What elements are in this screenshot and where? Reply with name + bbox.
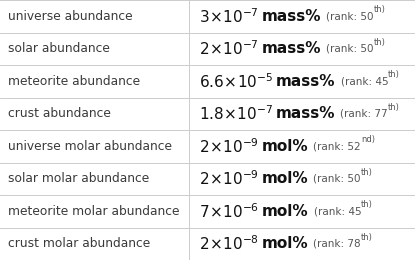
Text: (rank: 50: (rank: 50 [326,11,374,21]
Text: th): th) [374,38,386,47]
Text: mass%: mass% [262,41,321,56]
Text: universe molar abundance: universe molar abundance [8,140,172,153]
Text: $2\!\times\!10^{-9}$: $2\!\times\!10^{-9}$ [199,137,259,155]
Text: (rank: 45: (rank: 45 [341,76,388,86]
Text: (rank: 78: (rank: 78 [313,239,361,249]
Text: mol%: mol% [262,204,309,219]
Text: th): th) [361,233,373,242]
Text: solar molar abundance: solar molar abundance [8,172,149,185]
Text: mass%: mass% [262,9,321,24]
Text: mol%: mol% [262,236,308,251]
Text: (rank: 50: (rank: 50 [326,44,374,54]
Text: th): th) [361,200,373,209]
Text: mass%: mass% [276,74,336,89]
Text: mass%: mass% [276,106,335,121]
Text: crust molar abundance: crust molar abundance [8,237,150,250]
Text: (rank: 50: (rank: 50 [313,174,361,184]
Text: th): th) [388,103,400,112]
Text: th): th) [361,168,373,177]
Text: $2\!\times\!10^{-8}$: $2\!\times\!10^{-8}$ [199,235,259,253]
Text: $7\!\times\!10^{-6}$: $7\!\times\!10^{-6}$ [199,202,259,220]
Text: (rank: 77: (rank: 77 [340,109,388,119]
Text: mol%: mol% [262,171,308,186]
Text: (rank: 45: (rank: 45 [314,206,361,216]
Text: mol%: mol% [262,139,308,154]
Text: crust abundance: crust abundance [8,107,111,120]
Text: (rank: 52: (rank: 52 [313,141,361,151]
Text: solar abundance: solar abundance [8,42,110,55]
Text: universe abundance: universe abundance [8,10,133,23]
Text: th): th) [388,70,400,79]
Text: th): th) [374,5,386,14]
Text: $3\!\times\!10^{-7}$: $3\!\times\!10^{-7}$ [199,7,259,25]
Text: $6.6\!\times\!10^{-5}$: $6.6\!\times\!10^{-5}$ [199,72,273,90]
Text: $1.8\!\times\!10^{-7}$: $1.8\!\times\!10^{-7}$ [199,105,273,123]
Text: $2\!\times\!10^{-7}$: $2\!\times\!10^{-7}$ [199,40,259,58]
Text: $2\!\times\!10^{-9}$: $2\!\times\!10^{-9}$ [199,170,259,188]
Text: meteorite molar abundance: meteorite molar abundance [8,205,180,218]
Text: meteorite abundance: meteorite abundance [8,75,140,88]
Text: nd): nd) [361,135,375,144]
